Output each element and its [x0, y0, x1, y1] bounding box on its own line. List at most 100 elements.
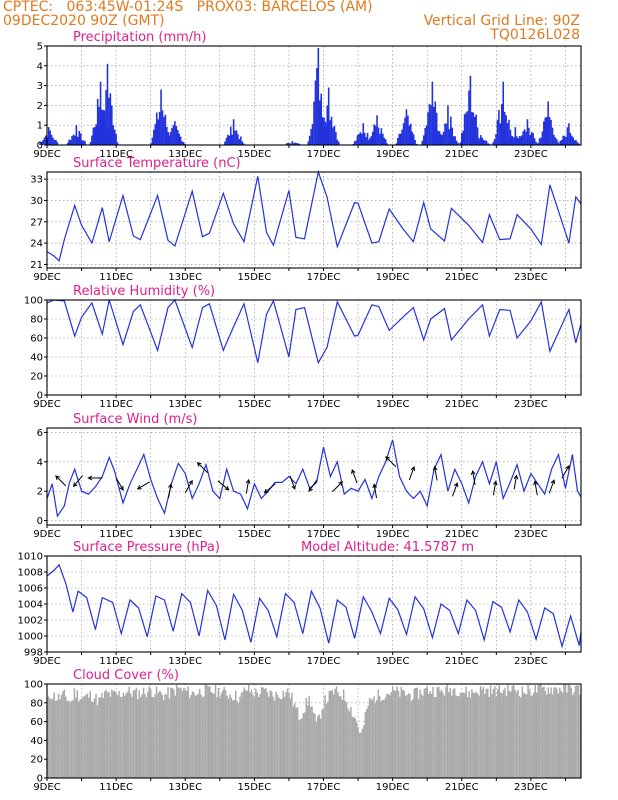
cloud-column [481, 689, 483, 778]
cloud-column [137, 699, 139, 778]
cloud-column [433, 697, 436, 778]
cloud-column [253, 697, 256, 778]
cloud-column [181, 690, 184, 778]
panel-rh: 0 20 40 60 80 100 9DEC 11DEC 13DEC 15DEC 17DEC 19DE… [24, 284, 582, 410]
cloud-column [389, 695, 391, 778]
precip-bar [532, 133, 534, 145]
cloud-column [505, 695, 508, 778]
cloud-column [511, 685, 513, 778]
wind-arrow [470, 470, 476, 485]
precip-bar [326, 105, 329, 145]
precip-bar [108, 97, 110, 145]
cloud-column [141, 694, 143, 778]
precip-bar [317, 47, 320, 146]
cloud-column [393, 690, 395, 778]
y-tick-label: 100 [24, 680, 43, 691]
precip-bar [379, 133, 381, 145]
cloud-column [83, 696, 86, 778]
cloud-column [219, 697, 221, 778]
cloud-column [232, 700, 234, 778]
cloud-column [363, 725, 365, 778]
cloud-column [550, 687, 552, 778]
cloud-column [366, 709, 368, 778]
y-tick-label: 6 [37, 428, 43, 439]
precip-bar [447, 105, 449, 145]
cloud-column [553, 687, 555, 778]
cloud-column [188, 698, 191, 778]
x-tick-label: 15DEC [238, 529, 272, 540]
cloud-column [531, 695, 534, 778]
cloud-column [462, 692, 464, 778]
precip-bar [404, 117, 406, 145]
wind-arrow [245, 478, 251, 494]
cloud-column [92, 701, 94, 778]
cloud-column [115, 693, 117, 778]
precip-bar [575, 140, 577, 145]
cloud-column [164, 693, 166, 778]
precip-bar [229, 126, 232, 145]
cloud-column [86, 693, 89, 778]
cloud-column [105, 689, 107, 778]
cloud-column [162, 700, 165, 778]
cloud-column [158, 691, 161, 778]
cloud-column [240, 692, 243, 778]
wind-arrow [432, 465, 438, 481]
cloud-column [295, 707, 297, 778]
cloud-column [308, 695, 310, 778]
cloud-column [103, 691, 106, 778]
cloud-column [373, 696, 375, 778]
cloud-column [348, 711, 351, 778]
precip-bar [164, 143, 166, 145]
precip-bar [545, 117, 548, 145]
panel-frame [46, 683, 582, 779]
cloud-column [233, 700, 236, 778]
wind-arrow-head [410, 466, 416, 472]
cloud-column [406, 695, 408, 778]
y-tick-label: 60 [30, 334, 43, 345]
cloud-column [305, 698, 308, 778]
cloud-column [429, 691, 431, 778]
precip-bar [401, 129, 403, 145]
wind-arrow [513, 474, 519, 490]
cloud-column [380, 701, 382, 778]
wind-arrow-head [385, 456, 390, 461]
cloud-column [194, 695, 197, 778]
cloud-column [276, 694, 279, 778]
precip-bar [559, 140, 562, 145]
cloud-column [111, 689, 113, 778]
precip-bar [356, 135, 359, 145]
cloud-column [273, 700, 276, 778]
precip-bar [500, 104, 503, 145]
precip-bar [428, 104, 431, 145]
precip-bar [377, 127, 380, 145]
cloud-column [312, 712, 315, 778]
cloud-column [80, 698, 83, 778]
wind-arrow-head [338, 481, 344, 486]
precip-bar [98, 129, 100, 145]
precip-bar [479, 135, 482, 145]
cloud-column [311, 706, 313, 778]
precip-bar [374, 125, 377, 145]
cloud-column [289, 698, 292, 778]
cloud-column [563, 684, 565, 778]
cloud-column [350, 707, 352, 778]
cloud-column [574, 685, 577, 778]
cloud-column [468, 691, 470, 778]
precip-bar [475, 114, 477, 145]
cloud-column [524, 693, 526, 778]
cloud-column [472, 692, 475, 778]
header-grid-note: Vertical Grid Line: 90Z [423, 13, 580, 29]
cloud-column [404, 695, 407, 778]
cloud-column [229, 694, 231, 778]
cloud-column [570, 687, 573, 778]
cloud-column [370, 699, 372, 778]
cloud-column [265, 687, 267, 778]
cloud-column [144, 693, 146, 778]
cloud-column [544, 690, 547, 778]
x-tick-label: 15DEC [238, 272, 272, 283]
precip-bar [111, 105, 113, 145]
x-tick-label: 19DEC [376, 272, 410, 283]
wind-arrow-head [432, 465, 438, 471]
cloud-column [246, 690, 248, 778]
cloud-column [149, 689, 152, 778]
